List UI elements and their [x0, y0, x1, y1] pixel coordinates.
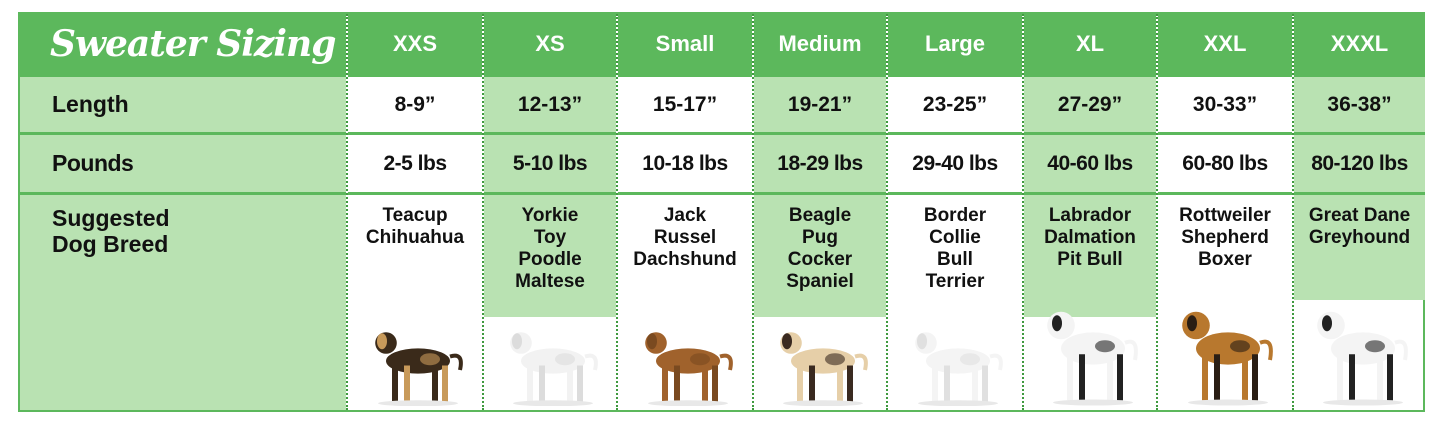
- length-value: 8-9”: [348, 74, 482, 132]
- size-column-xxxl: XXXL 36-38” 80-120 lbs Great Dane Greyhound: [1292, 14, 1425, 410]
- pounds-value: 2-5 lbs: [348, 132, 482, 192]
- breed-list: Teacup Chihuahua: [348, 195, 482, 249]
- breed-name: Pug: [802, 227, 838, 248]
- breed-name: Great Dane: [1308, 205, 1411, 226]
- length-value: 30-33”: [1158, 74, 1292, 132]
- chart-title: Sweater Sizing: [20, 14, 346, 74]
- breed-cell: Border Collie Bull Terrier: [888, 192, 1022, 410]
- breed-cell: Jack Russel Dachshund: [618, 192, 752, 410]
- breed-name: Spaniel: [786, 271, 854, 292]
- breed-cell: Beagle Pug Cocker Spaniel: [754, 192, 886, 410]
- size-header: XS: [484, 14, 616, 74]
- breed-cell: Teacup Chihuahua: [348, 192, 482, 410]
- breed-name: Poodle: [518, 249, 582, 270]
- pounds-value: 29-40 lbs: [888, 132, 1022, 192]
- breed-name: Collie: [929, 227, 981, 248]
- dog-photo-yorkie-photo: [375, 332, 463, 406]
- breed-name: Labrador: [1048, 205, 1132, 226]
- breed-name: Shepherd: [1181, 227, 1269, 248]
- dog-photo-pug-photo: [780, 332, 868, 406]
- dog-photo-dalmatian-photo: [1047, 311, 1138, 406]
- dog-photo-greyhound-photo: [1316, 311, 1408, 406]
- length-value: 23-25”: [888, 74, 1022, 132]
- breed-name: Dalmation: [1044, 227, 1136, 248]
- row-label-pounds: Pounds: [20, 132, 346, 192]
- size-column-medium: Medium 19-21” 18-29 lbs Beagle Pug Cocker Span…: [752, 14, 886, 410]
- size-header: Large: [888, 14, 1022, 74]
- sweater-sizing-chart: Sweater Sizing Length Pounds Suggested D…: [18, 12, 1425, 412]
- breed-cell: Rottweiler Shepherd Boxer: [1158, 192, 1292, 410]
- size-header: XXXL: [1294, 14, 1425, 74]
- breed-list: Beagle Pug Cocker Spaniel: [754, 195, 886, 317]
- size-column-xxs: XXS 8-9” 2-5 lbs Teacup Chihuahua: [346, 14, 482, 410]
- breed-name: Dachshund: [633, 249, 737, 270]
- pounds-value: 10-18 lbs: [618, 132, 752, 192]
- label-column: Sweater Sizing Length Pounds Suggested D…: [20, 14, 346, 410]
- breed-name: Terrier: [925, 271, 985, 292]
- size-header: XL: [1024, 14, 1156, 74]
- size-column-xl: XL 27-29” 40-60 lbs Labrador Dalmation Pit Bu…: [1022, 14, 1156, 410]
- breed-name: Border: [923, 205, 987, 226]
- breed-name: Yorkie: [521, 205, 579, 226]
- breed-name: Chihuahua: [365, 227, 465, 248]
- breed-name: Cocker: [787, 249, 853, 270]
- length-value: 27-29”: [1024, 74, 1156, 132]
- pounds-value: 40-60 lbs: [1024, 132, 1156, 192]
- breed-cell: Labrador Dalmation Pit Bull: [1024, 192, 1156, 410]
- breed-name: Toy: [533, 227, 567, 248]
- breed-name: Maltese: [515, 271, 585, 292]
- row-label-length: Length: [20, 74, 346, 132]
- breed-name: Teacup: [382, 205, 448, 226]
- size-column-xs: XS 12-13” 5-10 lbs Yorkie Toy Poodle Maltese: [482, 14, 616, 410]
- size-header: XXL: [1158, 14, 1292, 74]
- breed-name: Beagle: [788, 205, 852, 226]
- dog-photo-dachshund-photo: [645, 332, 733, 406]
- breed-list: Labrador Dalmation Pit Bull: [1024, 195, 1156, 317]
- breed-cell: Yorkie Toy Poodle Maltese: [484, 192, 616, 410]
- breed-cell: Great Dane Greyhound: [1294, 192, 1425, 410]
- pounds-value: 18-29 lbs: [754, 132, 886, 192]
- size-header: Medium: [754, 14, 886, 74]
- breed-name: Bull: [937, 249, 973, 270]
- dog-photo-bull-terrier-photo: [915, 332, 1003, 406]
- breed-list: Jack Russel Dachshund: [618, 195, 752, 271]
- length-value: 36-38”: [1294, 74, 1425, 132]
- size-column-xxl: XXL 30-33” 60-80 lbs Rottweiler Shepherd Boxe…: [1156, 14, 1292, 410]
- breed-name: Greyhound: [1308, 227, 1411, 248]
- breed-name: Pit Bull: [1057, 249, 1123, 270]
- length-value: 12-13”: [484, 74, 616, 132]
- size-column-small: Small 15-17” 10-18 lbs Jack Russel Dachshund: [616, 14, 752, 410]
- pounds-value: 60-80 lbs: [1158, 132, 1292, 192]
- breed-list: Border Collie Bull Terrier: [888, 195, 1022, 293]
- breed-list: Great Dane Greyhound: [1294, 195, 1425, 300]
- breed-list: Rottweiler Shepherd Boxer: [1158, 195, 1292, 271]
- row-label-breed: Suggested Dog Breed: [20, 192, 346, 410]
- pounds-value: 5-10 lbs: [484, 132, 616, 192]
- dog-photo-german-shepherd-photo: [1182, 311, 1273, 406]
- breed-name: Rottweiler: [1179, 205, 1271, 226]
- breed-name: Russel: [653, 227, 717, 248]
- pounds-value: 80-120 lbs: [1294, 132, 1425, 192]
- size-header: XXS: [348, 14, 482, 74]
- dog-photo-poodle-photo: [510, 332, 598, 406]
- breed-name: Jack: [663, 205, 707, 226]
- length-value: 19-21”: [754, 74, 886, 132]
- breed-list: Yorkie Toy Poodle Maltese: [484, 195, 616, 317]
- length-value: 15-17”: [618, 74, 752, 132]
- size-header: Small: [618, 14, 752, 74]
- breed-name: Boxer: [1198, 249, 1252, 270]
- size-column-large: Large 23-25” 29-40 lbs Border Collie Bull Terr…: [886, 14, 1022, 410]
